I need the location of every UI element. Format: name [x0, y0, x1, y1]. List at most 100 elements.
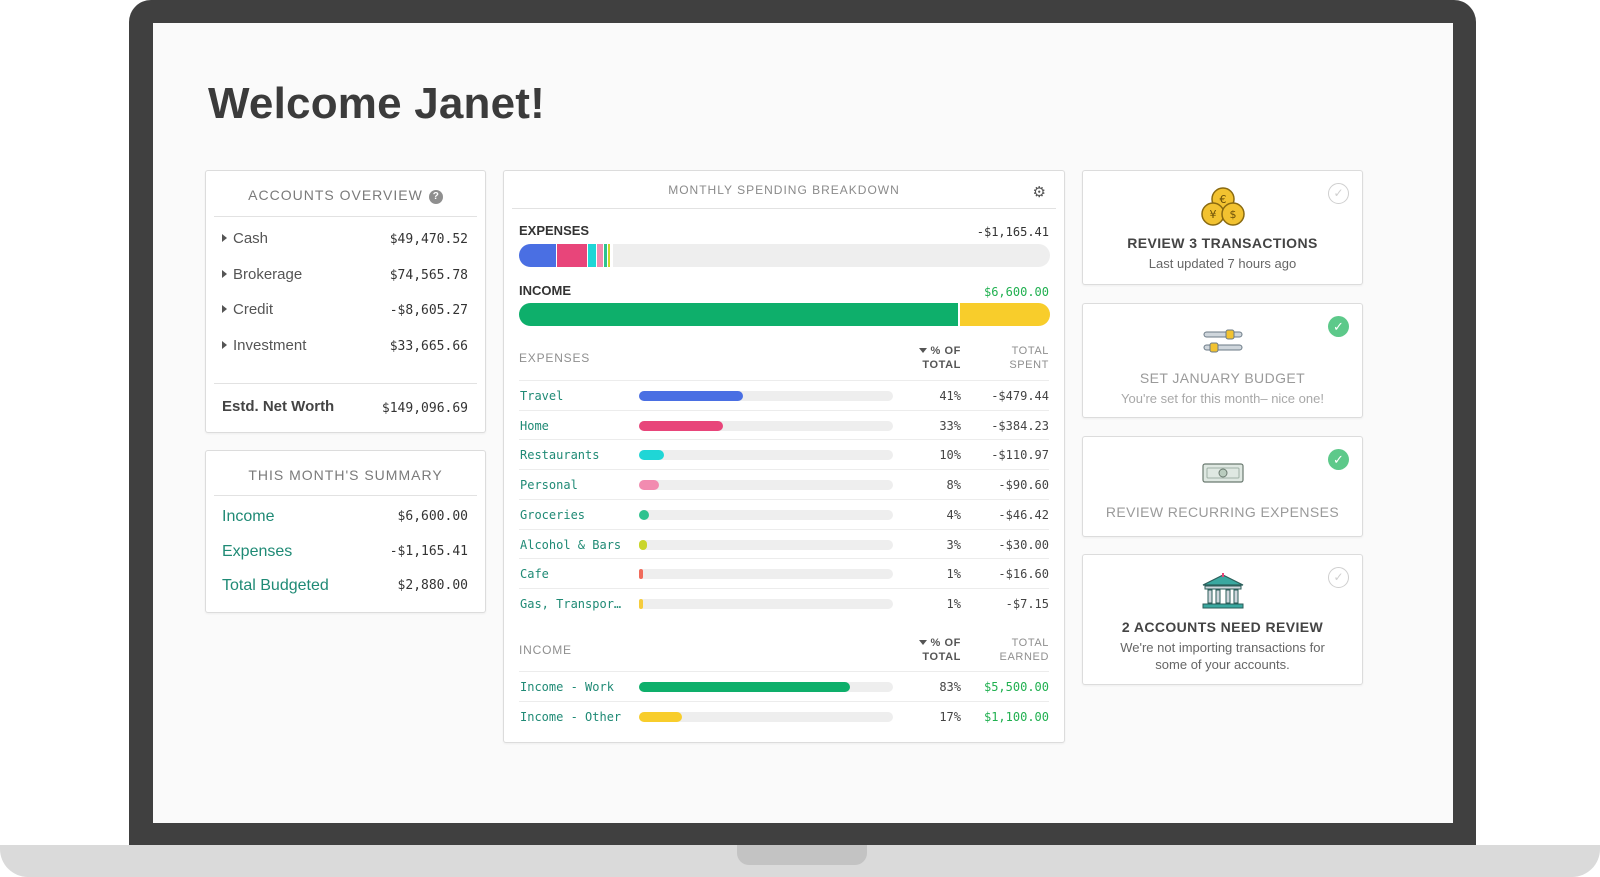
category-row[interactable]: Alcohol & Bars 3% -$30.00: [519, 528, 1049, 559]
category-row[interactable]: Income - Work 83% $5,500.00: [519, 671, 1049, 701]
task-title: REVIEW 3 TRANSACTIONS: [1127, 235, 1318, 251]
gear-icon[interactable]: ⚙: [1032, 184, 1046, 201]
expenses-bar-total: -$1,165.41: [976, 225, 1049, 239]
total-spent-header[interactable]: TOTAL SPENT: [1009, 344, 1049, 372]
summary-amount: $2,880.00: [397, 578, 468, 593]
category-name[interactable]: Income - Work: [520, 680, 614, 694]
task-set-budget[interactable]: ✓ SET JANUARY BUDGET You're set for this…: [1082, 303, 1363, 418]
category-name[interactable]: Cafe: [520, 567, 549, 582]
category-name[interactable]: Travel: [520, 389, 564, 403]
category-percent: 41%: [939, 389, 961, 403]
category-total: -$90.60: [998, 478, 1049, 493]
category-percent: 33%: [939, 418, 961, 433]
svg-text:¥: ¥: [1209, 208, 1216, 221]
col-total-line1: TOTAL: [1011, 637, 1049, 649]
task-accounts-review[interactable]: ✓ 2 ACCOUNTS NEED REVIEW We're not impor…: [1082, 554, 1363, 685]
summary-amount: $6,600.00: [397, 509, 468, 524]
category-name[interactable]: Restaurants: [520, 448, 600, 463]
category-row[interactable]: Travel 41% -$479.44: [519, 380, 1049, 410]
category-row[interactable]: Gas, Transportation 1% -$7.15: [519, 587, 1049, 618]
category-percent: 8%: [946, 478, 961, 493]
account-row[interactable]: Investment $33,665.66: [222, 337, 468, 357]
category-total: $5,500.00: [983, 680, 1049, 694]
expense-segment: [611, 244, 613, 267]
expense-segment: [610, 244, 612, 267]
category-name[interactable]: Alcohol & Bars: [520, 537, 622, 552]
category-percent: 4%: [946, 507, 961, 522]
income-segment: [519, 303, 960, 326]
category-total: -$46.42: [998, 507, 1049, 522]
divider: [214, 495, 477, 496]
category-total: $1,100.00: [983, 709, 1049, 724]
expenses-stacked-bar[interactable]: [519, 244, 1050, 267]
account-label: Brokerage: [233, 265, 303, 283]
account-row[interactable]: Brokerage $74,565.78: [222, 266, 468, 286]
task-title: REVIEW RECURRING EXPENSES: [1105, 504, 1340, 520]
account-amount: $33,665.66: [389, 338, 468, 354]
summary-row[interactable]: Expenses -$1,165.41: [222, 543, 468, 565]
expense-table-header: EXPENSES % OF TOTAL TOTAL SPENT: [519, 344, 1049, 374]
net-worth-value: $149,096.69: [381, 401, 468, 416]
category-bar-track: [639, 539, 893, 550]
page-title: Welcome Janet!: [208, 79, 545, 128]
divider: [214, 216, 477, 217]
category-name[interactable]: Home: [520, 418, 549, 433]
summary-label: Total Budgeted: [222, 577, 329, 594]
caret-right-icon: [222, 234, 227, 242]
task-subtitle: Last updated 7 hours ago: [1148, 256, 1297, 271]
sort-pct-header[interactable]: % OF TOTAL: [919, 344, 961, 372]
checkbox-checked-icon[interactable]: ✓: [1328, 449, 1349, 470]
category-bar-fill: [639, 569, 643, 580]
category-total: -$7.15: [1005, 596, 1049, 611]
checkbox-empty-icon[interactable]: ✓: [1328, 183, 1349, 204]
total-earned-header[interactable]: TOTAL EARNED: [1000, 636, 1049, 664]
account-label: Cash: [233, 230, 269, 247]
checkbox-checked-icon[interactable]: ✓: [1328, 316, 1349, 337]
task-title: SET JANUARY BUDGET: [1139, 370, 1306, 386]
category-bar-track: [639, 509, 893, 520]
expense-segment: [604, 244, 608, 267]
category-name[interactable]: Personal: [520, 478, 578, 493]
category-name[interactable]: Income - Other: [520, 709, 622, 724]
category-bar-track: [639, 391, 893, 401]
category-bar-fill: [639, 391, 744, 401]
category-row[interactable]: Restaurants 10% -$110.97: [519, 439, 1049, 469]
checkbox-empty-icon[interactable]: ✓: [1328, 567, 1349, 588]
task-review-transactions[interactable]: ✓ € ¥ $ REVIEW 3 TRANSACTIONS Last updat…: [1082, 170, 1363, 285]
category-row[interactable]: Home 33% -$384.23: [519, 409, 1049, 440]
category-total: -$384.23: [991, 418, 1049, 433]
category-row[interactable]: Personal 8% -$90.60: [519, 469, 1049, 499]
task-subtitle: We're not importing transactions for som…: [1120, 640, 1325, 672]
sort-caret-icon: [919, 348, 928, 353]
category-bar-fill: [639, 509, 650, 520]
category-row[interactable]: Groceries 4% -$46.42: [519, 498, 1049, 529]
account-row[interactable]: Cash $49,470.52: [222, 230, 468, 250]
account-label: Investment: [233, 336, 307, 354]
expense-segment: [556, 244, 588, 267]
accounts-overview-title: ACCOUNTS OVERVIEW: [248, 187, 423, 203]
expenses-bar-label: EXPENSES: [519, 223, 590, 238]
task-review-recurring[interactable]: ✓ REVIEW RECURRING EXPENSES: [1082, 436, 1363, 537]
sort-pct-header[interactable]: % OF TOTAL: [919, 636, 961, 664]
category-bar-track: [639, 569, 893, 580]
summary-row[interactable]: Total Budgeted $2,880.00: [222, 577, 468, 599]
expense-table-title: EXPENSES: [519, 351, 591, 365]
spending-breakdown-title: MONTHLY SPENDING BREAKDOWN: [668, 183, 900, 197]
account-label: Credit: [233, 301, 274, 318]
category-row[interactable]: Cafe 1% -$16.60: [519, 558, 1049, 588]
category-name[interactable]: Groceries: [520, 507, 586, 522]
help-icon[interactable]: ?: [428, 190, 443, 204]
category-bar-track: [639, 598, 893, 609]
summary-row[interactable]: Income $6,600.00: [222, 508, 468, 530]
category-row[interactable]: Income - Other 17% $1,100.00: [519, 700, 1049, 731]
category-percent: 1%: [946, 567, 961, 582]
expense-segment: [596, 244, 605, 267]
cash-icon: [1201, 463, 1244, 483]
col-pct-line2: TOTAL: [922, 651, 961, 663]
category-name[interactable]: Gas, Transportation: [520, 596, 628, 611]
income-bar-label: INCOME: [519, 283, 571, 298]
income-stacked-bar[interactable]: [519, 303, 1050, 326]
income-table-header: INCOME % OF TOTAL TOTAL EARNED: [519, 636, 1049, 666]
expense-segment: [607, 244, 611, 267]
account-row[interactable]: Credit -$8,605.27: [222, 301, 468, 321]
